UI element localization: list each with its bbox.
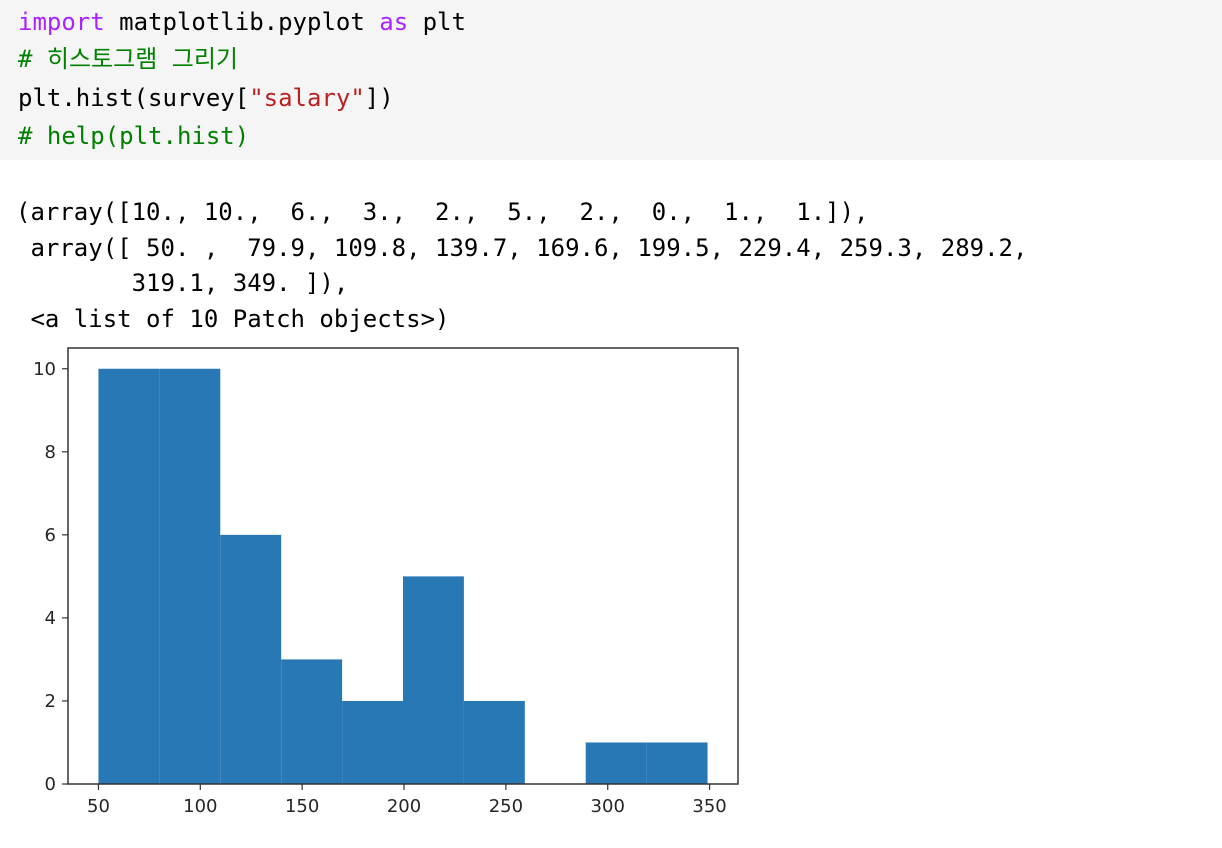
keyword-as: as bbox=[379, 8, 409, 36]
string-salary: "salary" bbox=[249, 84, 365, 112]
histogram-bar-0 bbox=[98, 368, 160, 784]
x-tick-label-200: 200 bbox=[387, 796, 421, 817]
module-name: matplotlib.pyplot bbox=[104, 8, 380, 36]
keyword-import: import bbox=[18, 8, 105, 36]
histogram-bar-9 bbox=[646, 742, 708, 784]
code-comment-help: # help(plt.hist) bbox=[18, 122, 250, 150]
axes-frame bbox=[67, 347, 739, 785]
histogram-chart: 50 100 150 200 250 300 350 0 2 4 6 8 10 bbox=[33, 347, 739, 817]
x-tick-label-150: 150 bbox=[285, 796, 319, 817]
histogram-bar-8 bbox=[585, 742, 647, 784]
histogram-bar-3 bbox=[281, 659, 343, 784]
output-line-counts: (array([10., 10., 6., 3., 2., 5., 2., 0.… bbox=[16, 198, 869, 226]
histogram-bar-1 bbox=[159, 368, 221, 784]
histogram-bar-5 bbox=[403, 576, 464, 784]
hist-call-suffix: ]) bbox=[364, 84, 394, 112]
x-tick-label-250: 250 bbox=[489, 796, 523, 817]
histogram-bar-2 bbox=[220, 534, 282, 784]
y-tick-label-4: 4 bbox=[45, 608, 56, 629]
code-line-import: import matplotlib.pyplot as plt bbox=[18, 4, 466, 40]
code-comment-histogram: # 히스토그램 그리기 bbox=[18, 45, 238, 73]
output-line-bins: array([ 50. , 79.9, 109.8, 139.7, 169.6,… bbox=[16, 234, 1028, 262]
histogram-bar-4 bbox=[342, 700, 403, 784]
y-tick-label-6: 6 bbox=[45, 525, 56, 546]
y-tick-label-8: 8 bbox=[45, 442, 56, 463]
y-tick-label-0: 0 bbox=[45, 774, 56, 795]
output-line-bins-cont: 319.1, 349. ]), bbox=[16, 269, 349, 297]
alias-name: plt bbox=[408, 8, 466, 36]
code-cell[interactable]: import matplotlib.pyplot as plt # 히스토그램 … bbox=[0, 0, 1222, 160]
hist-call-prefix: plt.hist(survey[ bbox=[18, 84, 250, 112]
histogram-bar-6 bbox=[463, 700, 525, 784]
output-line-patches: <a list of 10 Patch objects>) bbox=[16, 305, 450, 333]
x-tick-label-350: 350 bbox=[692, 796, 726, 817]
x-tick-label-50: 50 bbox=[87, 796, 110, 817]
y-tick-label-2: 2 bbox=[45, 691, 56, 712]
y-tick-label-10: 10 bbox=[33, 359, 56, 380]
code-line-hist-call: plt.hist(survey["salary"]) bbox=[18, 80, 394, 116]
x-tick-label-100: 100 bbox=[183, 796, 217, 817]
x-tick-label-300: 300 bbox=[591, 796, 625, 817]
